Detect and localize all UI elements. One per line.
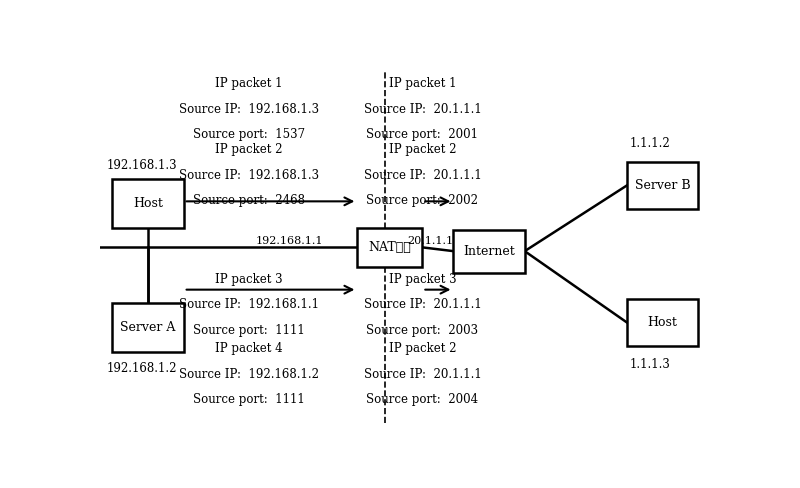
Text: Source port:  2002: Source port: 2002: [366, 194, 478, 207]
Text: 192.168.1.3: 192.168.1.3: [106, 159, 177, 172]
Text: NAT设备: NAT设备: [369, 241, 411, 254]
Text: Source IP:  192.168.1.2: Source IP: 192.168.1.2: [178, 368, 318, 381]
Text: Server A: Server A: [120, 321, 176, 334]
Text: 1.1.1.3: 1.1.1.3: [630, 358, 671, 371]
Text: Source IP:  20.1.1.1: Source IP: 20.1.1.1: [363, 103, 482, 116]
Text: Source port:  2004: Source port: 2004: [366, 393, 478, 407]
Text: Source IP:  192.168.1.3: Source IP: 192.168.1.3: [178, 169, 319, 182]
Text: Source IP:  192.168.1.3: Source IP: 192.168.1.3: [178, 103, 319, 116]
Text: Source port:  2003: Source port: 2003: [366, 324, 478, 337]
Text: IP packet 2: IP packet 2: [389, 143, 456, 156]
Text: IP packet 4: IP packet 4: [215, 342, 282, 355]
Text: 20.1.1.1: 20.1.1.1: [407, 236, 454, 246]
Text: IP packet 1: IP packet 1: [389, 77, 456, 90]
Text: Source port:  1111: Source port: 1111: [193, 324, 305, 337]
Text: Source IP:  20.1.1.1: Source IP: 20.1.1.1: [363, 368, 482, 381]
Text: Source port:  1537: Source port: 1537: [193, 128, 305, 142]
Text: IP packet 2: IP packet 2: [215, 143, 282, 156]
Text: IP packet 2: IP packet 2: [389, 342, 456, 355]
FancyBboxPatch shape: [112, 303, 184, 352]
Text: Source IP:  20.1.1.1: Source IP: 20.1.1.1: [363, 169, 482, 182]
FancyBboxPatch shape: [627, 299, 698, 346]
Text: Server B: Server B: [635, 179, 690, 192]
Text: Host: Host: [133, 197, 163, 210]
Text: 1.1.1.2: 1.1.1.2: [630, 137, 671, 150]
Text: IP packet 3: IP packet 3: [215, 273, 282, 286]
Text: 192.168.1.1: 192.168.1.1: [255, 236, 323, 246]
Text: Source IP:  192.168.1.1: Source IP: 192.168.1.1: [178, 298, 318, 311]
Text: 192.168.1.2: 192.168.1.2: [106, 362, 177, 375]
FancyBboxPatch shape: [112, 179, 184, 227]
Text: Source port:  2468: Source port: 2468: [193, 194, 305, 207]
Text: Source port:  2001: Source port: 2001: [366, 128, 478, 142]
FancyBboxPatch shape: [358, 227, 422, 267]
Text: Internet: Internet: [463, 244, 515, 258]
Text: Source port:  1111: Source port: 1111: [193, 393, 305, 407]
Text: IP packet 3: IP packet 3: [389, 273, 456, 286]
FancyBboxPatch shape: [627, 162, 698, 209]
Text: Source IP:  20.1.1.1: Source IP: 20.1.1.1: [363, 298, 482, 311]
Text: Host: Host: [648, 316, 678, 329]
Text: IP packet 1: IP packet 1: [215, 77, 282, 90]
FancyBboxPatch shape: [454, 229, 525, 273]
